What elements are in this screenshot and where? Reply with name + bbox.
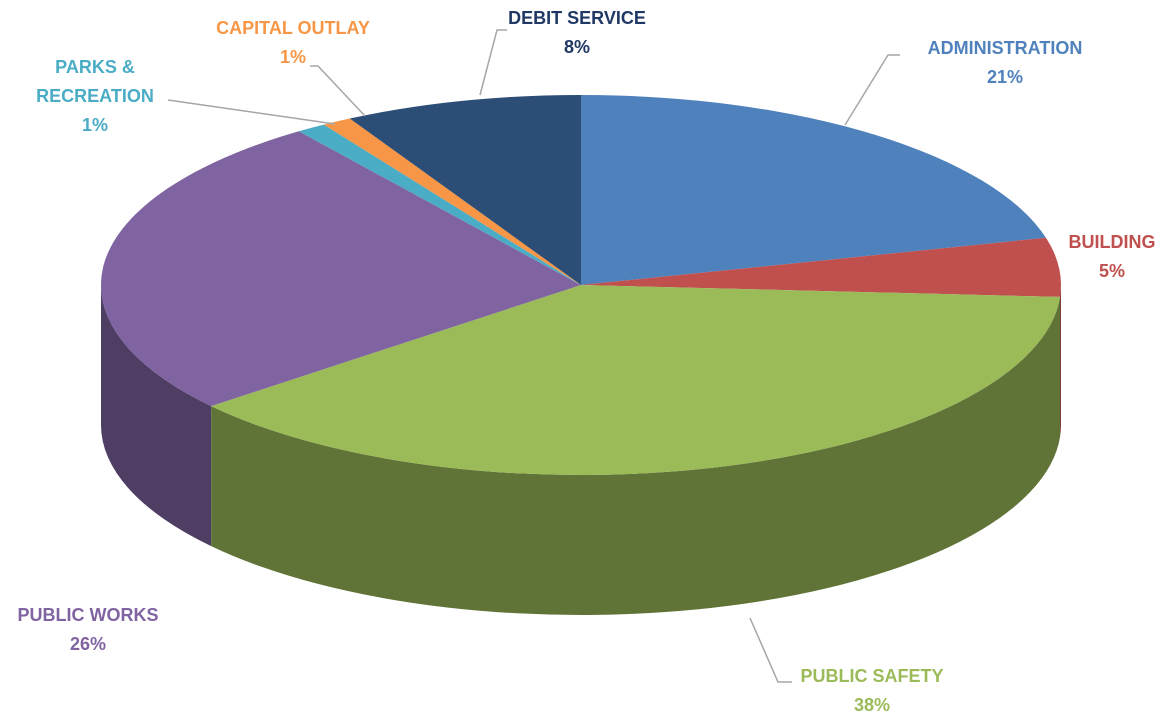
category-label: ADMINISTRATION [927,38,1083,58]
value-label: 8% [563,37,591,57]
data-label: PARKS & RECREATION 1% [25,53,165,140]
slice [211,285,1061,476]
data-label: PUBLIC WORKS 26% [18,601,159,659]
data-label: PUBLIC SAFETY 38% [800,662,943,717]
data-label: CAPITAL OUTLAY 1% [216,14,370,72]
category-label: PARKS & RECREATION [36,57,154,106]
value-label: 5% [1098,261,1125,281]
value-label: 38% [853,695,891,715]
slice [581,95,1046,285]
leader-line [310,65,366,117]
category-label: PUBLIC SAFETY [800,666,944,686]
leader-line [167,99,336,125]
slice [323,118,581,285]
category-label: PUBLIC WORKS [17,605,159,625]
slice-side [1060,285,1061,437]
slice [581,237,1061,297]
leader-line [844,54,900,126]
leader-line [479,29,507,96]
value-label: 1% [81,115,108,135]
value-label: 21% [986,67,1024,87]
slice-side [101,285,212,547]
data-label: BUILDING 5% [1069,228,1156,286]
data-label: DEBIT SERVICE 8% [508,4,646,62]
data-label: ADMINISTRATION 21% [928,34,1083,92]
slice [298,124,581,285]
slice-side [211,296,1061,615]
leader-line [749,617,792,683]
value-label: 26% [69,634,107,654]
category-label: BUILDING [1068,232,1156,252]
category-label: DEBIT SERVICE [508,8,646,28]
slice [349,95,581,285]
value-label: 1% [279,47,306,67]
slice [100,131,581,407]
category-label: CAPITAL OUTLAY [216,18,370,38]
